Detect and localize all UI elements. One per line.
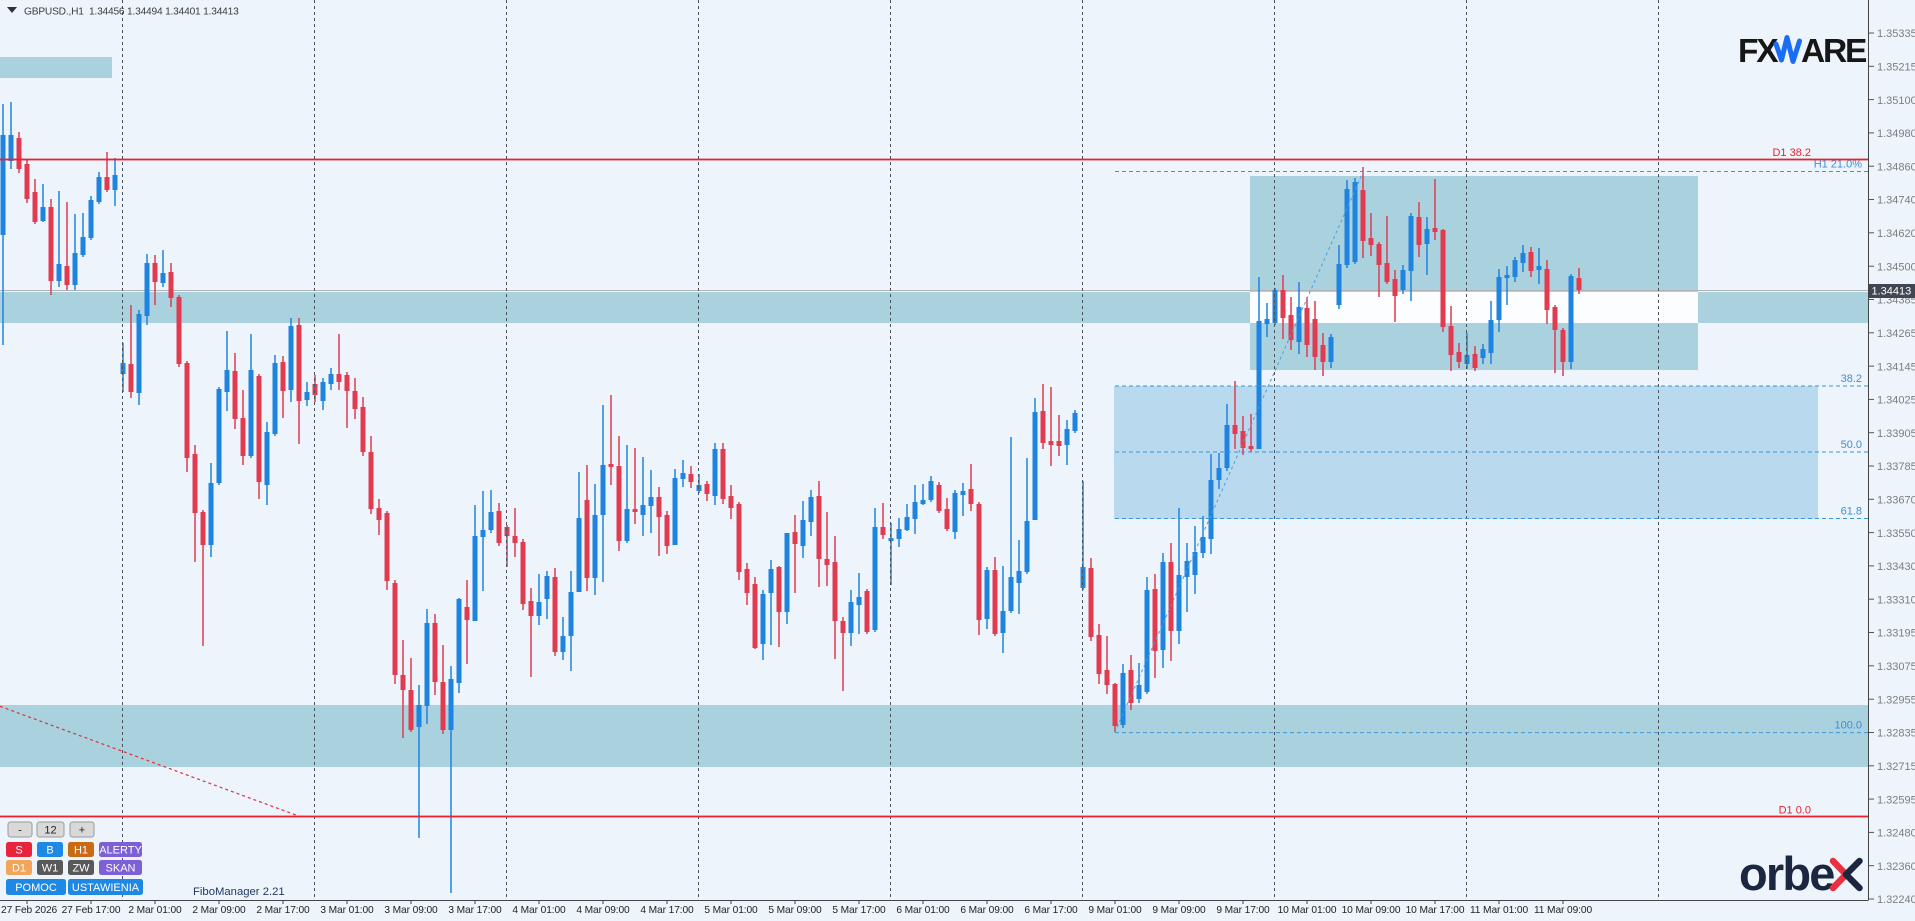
svg-text:1.33670: 1.33670 <box>1877 495 1915 507</box>
svg-text:ZW: ZW <box>72 863 90 875</box>
svg-text:D1: D1 <box>12 863 26 875</box>
svg-text:-: - <box>18 825 22 837</box>
svg-text:1.32595: 1.32595 <box>1877 794 1915 806</box>
svg-text:D1 0.0: D1 0.0 <box>1779 805 1811 817</box>
svg-text:S: S <box>15 845 22 857</box>
svg-text:1.33310: 1.33310 <box>1877 594 1915 606</box>
svg-text:ALERTY: ALERTY <box>99 845 142 857</box>
svg-text:38.2: 38.2 <box>1841 373 1862 385</box>
svg-text:1.33430: 1.33430 <box>1877 561 1915 573</box>
svg-text:3 Mar 01:00: 3 Mar 01:00 <box>320 905 374 916</box>
svg-text:5 Mar 09:00: 5 Mar 09:00 <box>768 905 822 916</box>
svg-text:B: B <box>46 845 53 857</box>
svg-text:USTAWIENIA: USTAWIENIA <box>72 882 140 894</box>
svg-text:1.35100: 1.35100 <box>1877 95 1915 107</box>
svg-text:SKAN: SKAN <box>106 863 136 875</box>
svg-text:FX: FX <box>1738 33 1779 70</box>
svg-text:6 Mar 09:00: 6 Mar 09:00 <box>960 905 1014 916</box>
svg-text:1.35215: 1.35215 <box>1877 62 1915 74</box>
svg-text:10 Mar 01:00: 10 Mar 01:00 <box>1278 905 1337 916</box>
svg-text:1.34620: 1.34620 <box>1877 228 1915 240</box>
svg-text:orbe: orbe <box>1739 847 1834 900</box>
svg-text:1.35335: 1.35335 <box>1877 28 1915 40</box>
svg-text:1.34265: 1.34265 <box>1877 328 1915 340</box>
svg-text:6 Mar 17:00: 6 Mar 17:00 <box>1024 905 1078 916</box>
svg-text:3 Mar 17:00: 3 Mar 17:00 <box>448 905 502 916</box>
svg-text:+: + <box>79 825 85 837</box>
svg-text:1.32480: 1.32480 <box>1877 828 1915 840</box>
svg-text:27 Feb 17:00: 27 Feb 17:00 <box>62 905 121 916</box>
svg-text:2 Mar 01:00: 2 Mar 01:00 <box>128 905 182 916</box>
svg-text:1.32360: 1.32360 <box>1877 861 1915 873</box>
svg-text:1.34740: 1.34740 <box>1877 195 1915 207</box>
svg-text:1.34145: 1.34145 <box>1877 361 1915 373</box>
svg-text:1.32715: 1.32715 <box>1877 761 1915 773</box>
svg-text:5 Mar 17:00: 5 Mar 17:00 <box>832 905 886 916</box>
svg-text:FiboManager 2.21: FiboManager 2.21 <box>193 886 285 898</box>
svg-text:1.34980: 1.34980 <box>1877 128 1915 140</box>
svg-text:11 Mar 09:00: 11 Mar 09:00 <box>1534 905 1593 916</box>
svg-text:4 Mar 01:00: 4 Mar 01:00 <box>512 905 566 916</box>
svg-text:100.0: 100.0 <box>1834 720 1862 732</box>
svg-text:9 Mar 09:00: 9 Mar 09:00 <box>1152 905 1206 916</box>
svg-text:1.34860: 1.34860 <box>1877 161 1915 173</box>
svg-text:61.8: 61.8 <box>1841 506 1862 518</box>
svg-text:11 Mar 01:00: 11 Mar 01:00 <box>1470 905 1529 916</box>
svg-text:1.33550: 1.33550 <box>1877 528 1915 540</box>
svg-text:9 Mar 01:00: 9 Mar 01:00 <box>1088 905 1142 916</box>
svg-text:1.32240: 1.32240 <box>1877 894 1915 906</box>
svg-text:4 Mar 09:00: 4 Mar 09:00 <box>576 905 630 916</box>
svg-text:2 Mar 17:00: 2 Mar 17:00 <box>256 905 310 916</box>
svg-text:1.33785: 1.33785 <box>1877 461 1915 473</box>
svg-text:2 Mar 09:00: 2 Mar 09:00 <box>192 905 246 916</box>
svg-text:H1: H1 <box>74 845 88 857</box>
svg-text:4 Mar 17:00: 4 Mar 17:00 <box>640 905 694 916</box>
svg-text:6 Mar 01:00: 6 Mar 01:00 <box>896 905 950 916</box>
svg-text:D1 38.2: D1 38.2 <box>1772 147 1811 159</box>
svg-text:POMOC: POMOC <box>15 882 57 894</box>
svg-text:12: 12 <box>44 825 56 837</box>
svg-text:1.34413: 1.34413 <box>1872 286 1912 298</box>
svg-text:ARE: ARE <box>1801 33 1867 70</box>
svg-text:5 Mar 01:00: 5 Mar 01:00 <box>704 905 758 916</box>
svg-text:10 Mar 17:00: 10 Mar 17:00 <box>1406 905 1465 916</box>
svg-text:3 Mar 09:00: 3 Mar 09:00 <box>384 905 438 916</box>
svg-text:1.32955: 1.32955 <box>1877 694 1915 706</box>
svg-text:1.32835: 1.32835 <box>1877 728 1915 740</box>
svg-text:9 Mar 17:00: 9 Mar 17:00 <box>1216 905 1270 916</box>
svg-text:1.33075: 1.33075 <box>1877 661 1915 673</box>
svg-text:10 Mar 09:00: 10 Mar 09:00 <box>1342 905 1401 916</box>
svg-text:27 Feb 2026: 27 Feb 2026 <box>1 905 58 916</box>
svg-text:1.33195: 1.33195 <box>1877 628 1915 640</box>
svg-text:50.0: 50.0 <box>1841 439 1862 451</box>
svg-text:1.34025: 1.34025 <box>1877 395 1915 407</box>
svg-text:H1 21.0%: H1 21.0% <box>1814 159 1863 171</box>
svg-text:1.33905: 1.33905 <box>1877 428 1915 440</box>
svg-text:GBPUSD.,H1 1.34456 1.34494 1.: GBPUSD.,H1 1.34456 1.34494 1.34401 1.344… <box>24 7 239 18</box>
svg-text:1.34500: 1.34500 <box>1877 261 1915 273</box>
svg-text:W1: W1 <box>42 863 59 875</box>
